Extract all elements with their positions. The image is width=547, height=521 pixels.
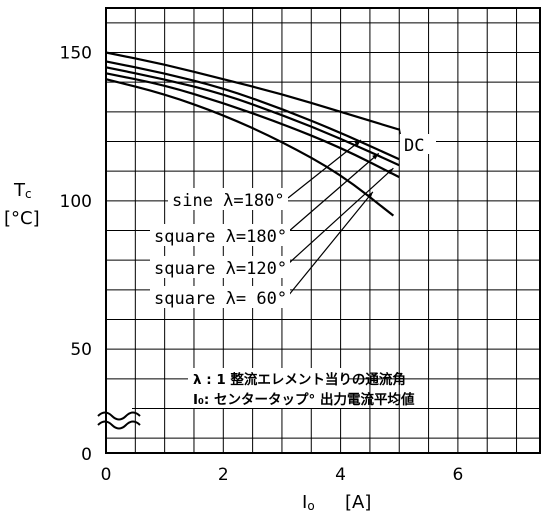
y-tick-label-origin: 0 — [81, 445, 92, 465]
leader-line-1 — [287, 152, 380, 233]
y-tick-label: 50 — [70, 340, 92, 360]
series-line-4 — [105, 78, 395, 217]
tick-labels: 0 2 4 6 50 100 150 — [60, 44, 464, 486]
series-label-square-120: square λ=120° — [154, 259, 287, 279]
series-group — [105, 51, 400, 217]
leader-arrow-2 — [386, 168, 394, 175]
y-axis-label-sub: c — [25, 187, 32, 201]
leader-lines — [287, 128, 403, 297]
leader-arrow-3 — [366, 191, 373, 199]
series-line-2 — [105, 66, 400, 167]
y-tick-label: 150 — [60, 44, 92, 64]
series-line-0 — [105, 51, 400, 131]
annotation-note: λ : 1 整流エレメント当りの通流角 I₀: センタータップ° 出力電流平均値 — [188, 368, 415, 408]
series-line-1 — [105, 60, 400, 161]
x-tick-label: 6 — [452, 465, 463, 485]
axis-break-mark — [96, 408, 141, 430]
x-axis-unit: [A] — [345, 492, 371, 513]
x-axis-label-sub: o — [307, 499, 314, 513]
plot-frame — [105, 7, 541, 454]
series-line-3 — [105, 72, 400, 179]
series-label-square-180: square λ=180° — [154, 227, 287, 247]
series-label-sine-180: sine λ=180° — [172, 191, 285, 211]
leader-arrow-1 — [372, 153, 379, 160]
series-labels: DC sine λ=180° square λ=180° square λ=12… — [150, 134, 436, 309]
x-tick-label: 2 — [218, 465, 229, 485]
leader-line-3 — [287, 191, 374, 297]
annotation-line-2: I₀: センタータップ° 出力電流平均値 — [193, 391, 415, 408]
y-axis-label: Tc — [13, 180, 32, 201]
series-label-square-60: square λ= 60° — [154, 289, 287, 309]
leader-arrow-0 — [354, 140, 362, 146]
y-axis-label-main: T — [13, 180, 26, 201]
annotation-line-1: λ : 1 整流エレメント当りの通流角 — [193, 371, 406, 388]
y-tick-label: 100 — [60, 192, 92, 212]
x-tick-label: 4 — [335, 465, 346, 485]
x-axis-label-main: I — [302, 492, 307, 513]
x-tick-label: 0 — [101, 465, 112, 485]
leader-line-2 — [287, 167, 394, 265]
leader-line-0 — [287, 139, 362, 199]
x-axis-label: Io — [302, 492, 315, 513]
series-label-dc: DC — [404, 136, 424, 156]
y-axis-unit: [°C] — [4, 208, 40, 229]
